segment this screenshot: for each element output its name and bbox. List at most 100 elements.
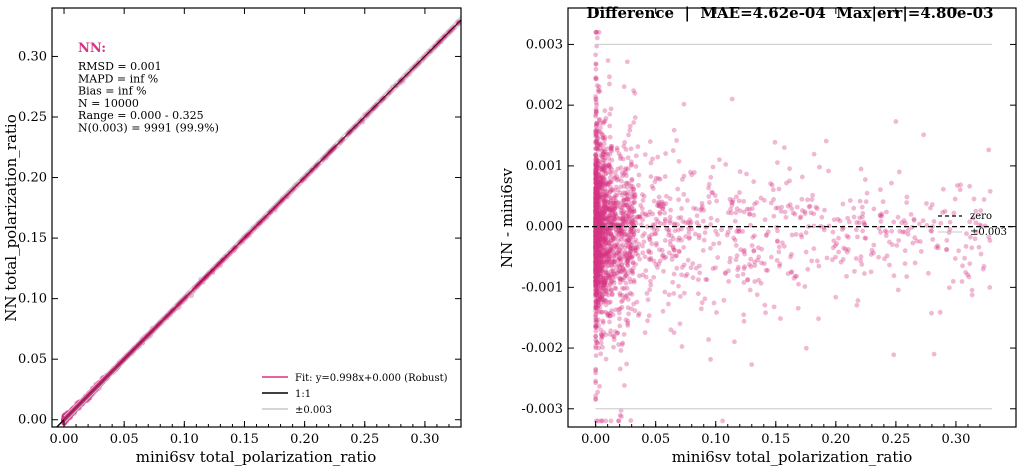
- scatter-point: [637, 311, 642, 316]
- scatter-point: [609, 171, 614, 176]
- scatter-point: [815, 206, 820, 211]
- scatter-point: [677, 159, 682, 164]
- scatter-point: [637, 273, 642, 278]
- scatter-point: [599, 419, 604, 424]
- scatter-point: [833, 243, 838, 248]
- scatter-point: [912, 217, 917, 222]
- scatter-point: [619, 305, 624, 310]
- scatter-point: [794, 274, 799, 279]
- scatter-point: [632, 199, 637, 204]
- scatter-point: [804, 250, 809, 255]
- scatter-point: [703, 230, 708, 235]
- scatter-point: [636, 228, 641, 233]
- stats-line: MAPD = inf %: [78, 72, 158, 85]
- scatter-point: [824, 139, 829, 144]
- scatter-point: [593, 397, 598, 402]
- scatter-point: [913, 261, 918, 266]
- scatter-point: [649, 161, 654, 166]
- scatter-point: [956, 248, 961, 253]
- scatter-point: [981, 267, 986, 272]
- scatter-point: [771, 187, 776, 192]
- stats-line: N(0.003) = 9991 (99.9%): [78, 122, 219, 135]
- scatter-point: [789, 252, 794, 257]
- scatter-point: [711, 266, 716, 271]
- scatter-point: [629, 306, 634, 311]
- scatter-point: [809, 197, 814, 202]
- scatter-point: [988, 238, 993, 243]
- scatter-point: [854, 303, 859, 308]
- scatter-point: [624, 362, 629, 367]
- left-legend: Fit: y=0.998x+0.000 (Robust)1:1±0.003: [262, 373, 448, 416]
- scatter-point: [852, 269, 857, 274]
- scatter-point: [783, 210, 788, 215]
- scatter-point: [723, 162, 728, 167]
- scatter-point: [932, 352, 937, 357]
- scatter-point: [912, 235, 917, 240]
- scatter-point: [594, 340, 599, 345]
- scatter-point: [879, 219, 884, 224]
- scatter-point: [637, 173, 642, 178]
- scatter-point: [712, 301, 717, 306]
- scatter-point: [654, 176, 659, 181]
- scatter-point: [604, 357, 609, 362]
- scatter-point: [903, 248, 908, 253]
- scatter-point: [649, 241, 654, 246]
- scatter-point: [857, 220, 862, 225]
- scatter-point: [657, 247, 662, 252]
- scatter-point: [671, 148, 676, 153]
- scatter-point: [595, 35, 600, 40]
- scatter-point: [598, 125, 603, 130]
- scatter-point: [671, 244, 676, 249]
- scatter-point: [851, 206, 856, 211]
- scatter-point: [893, 119, 898, 124]
- scatter-point: [698, 208, 703, 213]
- scatter-point: [643, 330, 648, 335]
- y-tick-label: 0.30: [18, 49, 47, 64]
- scatter-point: [794, 232, 799, 237]
- scatter-point: [741, 312, 746, 317]
- scatter-point: [674, 138, 679, 143]
- scatter-point: [979, 252, 984, 257]
- scatter-point: [782, 145, 787, 150]
- scatter-point: [668, 215, 673, 220]
- scatter-point: [608, 195, 613, 200]
- scatter-point: [630, 221, 635, 226]
- scatter-point: [686, 258, 691, 263]
- scatter-point: [778, 262, 783, 267]
- scatter-point: [678, 294, 683, 299]
- scatter-point: [845, 250, 850, 255]
- scatter-point: [610, 209, 615, 214]
- scatter-point: [802, 284, 807, 289]
- scatter-point: [816, 316, 821, 321]
- scatter-point: [951, 279, 956, 284]
- scatter-point: [607, 112, 612, 117]
- scatter-point: [762, 198, 767, 203]
- scatter-point: [662, 211, 667, 216]
- scatter-point: [594, 100, 599, 105]
- scatter-point: [707, 182, 712, 187]
- scatter-point: [742, 266, 747, 271]
- scatter-point: [625, 190, 630, 195]
- stats-line: N = 10000: [78, 97, 139, 110]
- scatter-point: [960, 263, 965, 268]
- scatter-point: [887, 240, 892, 245]
- scatter-point: [677, 249, 682, 254]
- scatter-point: [621, 144, 626, 149]
- scatter-point: [598, 141, 603, 146]
- scatter-point: [777, 244, 782, 249]
- scatter-point: [594, 107, 599, 112]
- scatter-point: [661, 269, 666, 274]
- scatter-point: [633, 115, 638, 120]
- scatter-point: [858, 199, 863, 204]
- scatter-point: [626, 297, 631, 302]
- scatter-point: [774, 225, 779, 230]
- scatter-point: [609, 167, 614, 172]
- scatter-point: [903, 261, 908, 266]
- scatter-point: [594, 62, 599, 67]
- scatter-point: [648, 139, 653, 144]
- scatter-point: [747, 262, 752, 267]
- scatter-point: [938, 310, 943, 315]
- scatter-point: [736, 229, 741, 234]
- scatter-point: [860, 215, 865, 220]
- scatter-point: [616, 342, 621, 347]
